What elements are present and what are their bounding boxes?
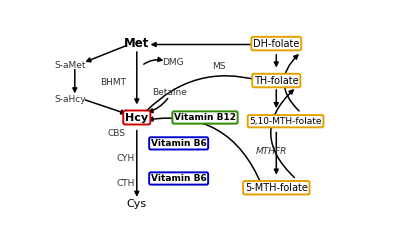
Text: Met: Met bbox=[124, 37, 150, 50]
Text: 5-MTH-folate: 5-MTH-folate bbox=[245, 183, 308, 193]
Text: CYH: CYH bbox=[117, 154, 135, 163]
Text: TH-folate: TH-folate bbox=[254, 76, 299, 85]
Text: S-aMet: S-aMet bbox=[54, 61, 86, 70]
Text: 5,10-MTH-folate: 5,10-MTH-folate bbox=[249, 117, 322, 126]
Text: MS: MS bbox=[212, 62, 226, 71]
Text: BHMT: BHMT bbox=[100, 78, 126, 87]
Text: S-aHcy: S-aHcy bbox=[54, 95, 86, 103]
Text: CTH: CTH bbox=[117, 179, 135, 188]
Text: DH-folate: DH-folate bbox=[253, 39, 300, 48]
Text: MTHFR: MTHFR bbox=[256, 147, 287, 156]
Text: Hcy: Hcy bbox=[125, 113, 148, 122]
Text: CBS: CBS bbox=[108, 129, 126, 138]
Text: Cys: Cys bbox=[127, 199, 147, 209]
Text: Betaine: Betaine bbox=[152, 88, 187, 97]
Text: Vitamin B6: Vitamin B6 bbox=[151, 174, 206, 183]
Text: DMG: DMG bbox=[162, 59, 183, 67]
Text: Vitamin B12: Vitamin B12 bbox=[174, 113, 236, 122]
Text: Vitamin B6: Vitamin B6 bbox=[151, 139, 206, 148]
